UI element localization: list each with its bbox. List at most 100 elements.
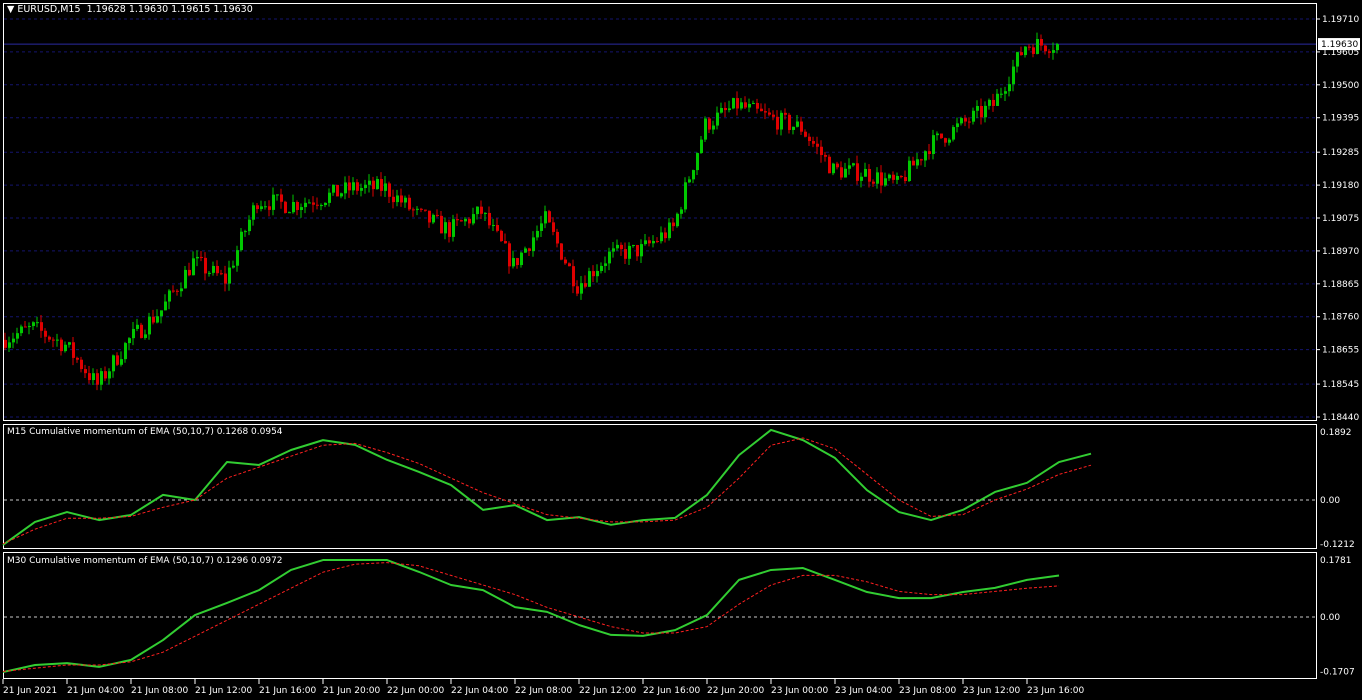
candle-body: [156, 316, 159, 323]
candle-body: [192, 258, 195, 276]
candle-body: [876, 172, 879, 184]
candle-body: [776, 116, 779, 130]
time-tick-label: 21 Jun 12:00: [195, 686, 252, 696]
candle-body: [140, 324, 143, 338]
candles: [4, 32, 1059, 391]
candle-body: [72, 342, 75, 358]
time-tick-label: 23 Jun 08:00: [899, 686, 956, 696]
price-tick-label: 1.19710: [1322, 15, 1359, 25]
candle-body: [352, 182, 355, 191]
candle-body: [548, 211, 551, 223]
candle-body: [324, 202, 327, 206]
candle-body: [64, 344, 67, 352]
candle-body: [224, 273, 227, 284]
candle-body: [848, 165, 851, 169]
candle-body: [208, 272, 211, 274]
price-tick-label: 1.19180: [1322, 181, 1359, 191]
candle-body: [1040, 38, 1043, 46]
candle-body: [204, 257, 207, 274]
candle-body: [196, 256, 199, 259]
candle-body: [288, 212, 291, 214]
candle-body: [432, 214, 435, 223]
candle-body: [1032, 47, 1035, 54]
candle-body: [604, 263, 607, 266]
candle-body: [784, 112, 787, 115]
candle-body: [36, 322, 39, 324]
candle-body: [144, 334, 147, 338]
candle-body: [528, 248, 531, 252]
candle-body: [408, 197, 411, 210]
candle-body: [728, 108, 731, 111]
candle-body: [452, 219, 455, 237]
candle-body: [328, 192, 331, 203]
candle-body: [404, 197, 407, 203]
triangle-down-icon[interactable]: ▼: [7, 4, 15, 15]
candle-body: [968, 121, 971, 123]
candle-body: [180, 288, 183, 292]
candle-body: [212, 265, 215, 273]
axes: 1.19710 1.19605 1.19500 1.19395 1.19285 1.191…: [2, 15, 1360, 696]
candle-body: [888, 174, 891, 179]
candle-body: [1004, 91, 1007, 94]
candle-body: [760, 108, 763, 112]
candle-body: [752, 102, 755, 104]
candle-body: [1012, 66, 1015, 85]
candle-body: [272, 194, 275, 210]
candle-body: [304, 202, 307, 208]
price-gridlines: [4, 18, 1316, 418]
candle-body: [740, 102, 743, 109]
candle-body: [244, 231, 247, 233]
candle-body: [540, 223, 543, 231]
candle-body: [504, 241, 507, 244]
candle-body: [108, 371, 111, 379]
candle-body: [152, 316, 155, 323]
candle-body: [704, 118, 707, 140]
pane-frame: [3, 3, 1317, 421]
candle-body: [896, 175, 899, 180]
candle-body: [176, 290, 179, 292]
candle-body: [508, 243, 511, 267]
candle-body: [880, 172, 883, 186]
chart-header: ▼ EURUSD,M15 1.19628 1.19630 1.19615 1.1…: [7, 4, 253, 15]
price-tick-label: 1.19075: [1322, 214, 1359, 224]
candle-body: [828, 156, 831, 174]
price-tick-label: 1.18865: [1322, 280, 1359, 290]
candle-body: [128, 338, 131, 344]
candle-body: [1036, 38, 1039, 54]
candle-body: [276, 194, 279, 196]
candle-body: [632, 245, 635, 247]
candle-body: [732, 98, 735, 109]
candle-body: [524, 248, 527, 253]
candle-body: [400, 195, 403, 203]
candle-body: [676, 213, 679, 227]
candle-body: [184, 269, 187, 289]
time-tick-label: 23 Jun 04:00: [835, 686, 892, 696]
candle-body: [868, 168, 871, 182]
candle-body: [620, 244, 623, 250]
time-tick-label: 22 Jun 00:00: [387, 686, 444, 696]
price-tick-label: 1.18545: [1322, 380, 1359, 390]
time-tick-label: 21 Jun 16:00: [259, 686, 316, 696]
candle-body: [744, 102, 747, 108]
candle-body: [772, 114, 775, 117]
candle-body: [236, 250, 239, 266]
candle-body: [420, 208, 423, 210]
m30-indicator-label: M30 Cumulative momentum of EMA (50,10,7)…: [7, 556, 283, 566]
candle-body: [792, 126, 795, 130]
candle-body: [160, 310, 163, 317]
candle-body: [340, 193, 343, 197]
candle-body: [472, 214, 475, 224]
candle-body: [96, 373, 99, 385]
pane-frame: [3, 552, 1317, 679]
candle-body: [1008, 84, 1011, 92]
candle-body: [216, 265, 219, 274]
candle-body: [856, 163, 859, 181]
candle-body: [564, 259, 567, 264]
candle-body: [636, 245, 639, 257]
candle-body: [592, 271, 595, 277]
candle-body: [712, 125, 715, 130]
candle-body: [900, 175, 903, 178]
candle-body: [516, 258, 519, 266]
time-tick-label: 21 Jun 08:00: [131, 686, 188, 696]
